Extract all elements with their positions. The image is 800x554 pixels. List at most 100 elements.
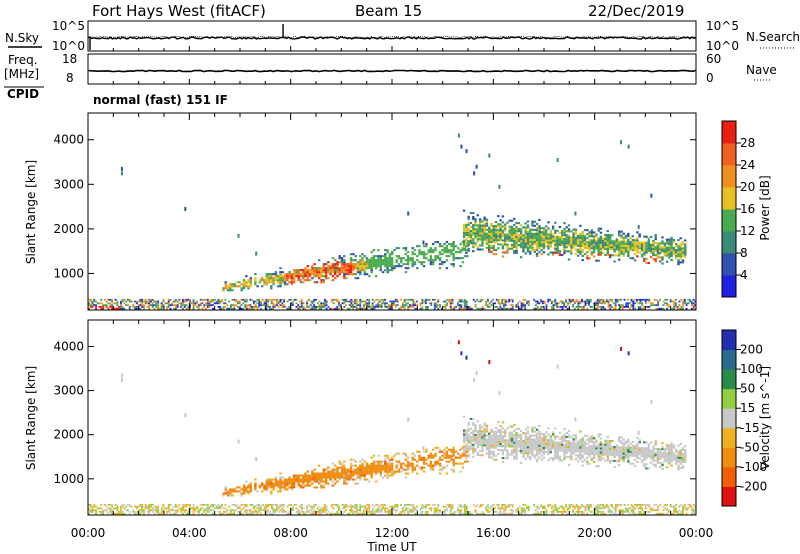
- power-cell: [476, 234, 479, 237]
- power-cell: [597, 227, 600, 230]
- velocity-cell: [538, 444, 541, 447]
- power-cell: [334, 263, 337, 266]
- power-cell: [267, 275, 271, 278]
- power-cell: [139, 298, 142, 301]
- velocity-cell: [450, 458, 453, 461]
- velocity-cell: [531, 426, 534, 429]
- power-cell: [128, 300, 131, 303]
- power-cell: [499, 239, 502, 242]
- power-cell: [338, 300, 340, 303]
- power-cell: [633, 247, 637, 250]
- power-cell: [478, 248, 482, 251]
- power-cell: [602, 243, 605, 246]
- power-cell: [653, 304, 656, 306]
- power-cell: [524, 252, 527, 255]
- power-cell: [604, 300, 606, 303]
- power-cell: [229, 285, 232, 288]
- power-cell: [577, 302, 580, 305]
- velocity-cell: [522, 452, 525, 455]
- velocity-cell: [485, 440, 489, 443]
- velocity-cell: [572, 440, 575, 443]
- velocity-cell: [320, 472, 323, 475]
- velocity-cell: [574, 450, 578, 453]
- power-cell: [327, 271, 330, 274]
- power-cell: [95, 306, 97, 308]
- power-cell: [494, 237, 498, 240]
- velocity-cell: [237, 511, 239, 513]
- power-cell: [378, 306, 381, 308]
- power-cell: [476, 214, 479, 217]
- velocity-cell: [684, 455, 687, 458]
- power-cell: [252, 306, 255, 308]
- power-cell: [345, 304, 347, 306]
- power-cell: [510, 225, 514, 228]
- velocity-cell: [588, 440, 591, 443]
- power-cell: [547, 233, 550, 236]
- velocity-cell: [524, 450, 527, 453]
- velocity-cell: [254, 478, 257, 481]
- velocity-cell: [647, 455, 650, 458]
- velocity-cell: [478, 436, 482, 439]
- power-cell: [681, 253, 685, 256]
- power-cell: [636, 243, 639, 246]
- velocity-cell: [279, 476, 282, 479]
- velocity-cell: [526, 436, 530, 439]
- power-cell: [406, 263, 410, 266]
- power-cell: [657, 300, 660, 303]
- power-cell: [277, 306, 280, 308]
- power-cell: [613, 250, 616, 253]
- power-cell: [433, 302, 436, 305]
- velocity-cell: [302, 482, 305, 485]
- power-cell: [354, 298, 356, 301]
- power-cell: [439, 304, 441, 306]
- power-cell: [463, 249, 467, 252]
- velocity-cell: [107, 507, 110, 510]
- velocity-cell: [659, 452, 662, 455]
- power-cell: [494, 235, 498, 238]
- power-cell: [343, 273, 346, 276]
- velocity-cell: [334, 482, 337, 485]
- velocity-cell: [201, 507, 204, 510]
- velocity-cell: [576, 454, 580, 457]
- power-cell: [600, 306, 603, 308]
- power-cell: [372, 261, 376, 264]
- velocity-cell: [247, 486, 250, 489]
- velocity-cell: [469, 441, 473, 444]
- velocity-cell: [283, 478, 287, 481]
- power-cell: [627, 254, 630, 258]
- velocity-cell: [363, 472, 366, 475]
- power-cell: [670, 238, 673, 241]
- power-cell: [624, 236, 628, 239]
- power-cell: [483, 307, 486, 310]
- power-cell: [631, 243, 635, 246]
- power-cell: [583, 239, 587, 242]
- velocity-cell: [162, 509, 165, 512]
- velocity-cell: [324, 468, 328, 471]
- power-cell: [522, 250, 525, 253]
- power-cell: [490, 232, 493, 236]
- power-cell: [531, 224, 534, 227]
- velocity-cell: [292, 482, 296, 485]
- power-cell: [581, 230, 584, 234]
- power-cell: [586, 243, 589, 246]
- power-cell: [105, 304, 108, 306]
- power-cell: [422, 255, 426, 258]
- velocity-cell: [567, 444, 571, 447]
- velocity-cell: [395, 470, 398, 473]
- power-cell: [135, 302, 138, 305]
- velocity-cell: [388, 468, 392, 471]
- power-cell: [636, 251, 639, 254]
- velocity-cell: [469, 437, 473, 440]
- power-cell: [89, 306, 92, 308]
- power-cell: [355, 300, 358, 303]
- velocity-cell: [148, 505, 151, 508]
- power-cell: [629, 237, 632, 240]
- power-cell: [677, 259, 680, 262]
- velocity-cell: [420, 458, 423, 461]
- velocity-cell: [595, 465, 598, 468]
- power-cell: [494, 249, 498, 252]
- velocity-cell: [290, 482, 294, 485]
- velocity-cell: [267, 478, 271, 481]
- velocity-cell: [356, 470, 360, 473]
- velocity-cell: [588, 448, 591, 451]
